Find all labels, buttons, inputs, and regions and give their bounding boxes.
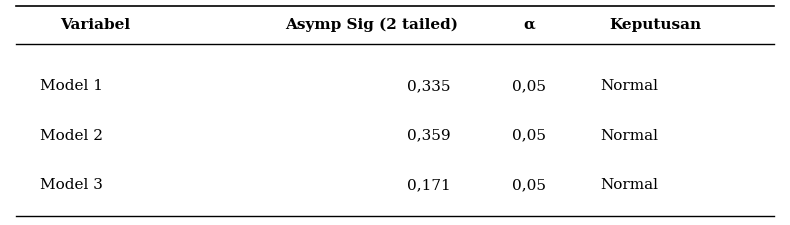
Text: 0,171: 0,171 [407,178,450,191]
Text: Variabel: Variabel [60,18,130,32]
Text: 0,05: 0,05 [512,178,547,191]
Text: 0,335: 0,335 [407,79,450,92]
Text: 0,359: 0,359 [407,128,450,142]
Text: Normal: Normal [600,128,658,142]
Text: 0,05: 0,05 [512,79,547,92]
Text: Model 3: Model 3 [40,178,103,191]
Text: Normal: Normal [600,79,658,92]
Text: Model 1: Model 1 [40,79,103,92]
Text: Normal: Normal [600,178,658,191]
Text: 0,05: 0,05 [512,128,547,142]
Text: α: α [524,18,535,32]
Text: Asymp Sig (2 tailed): Asymp Sig (2 tailed) [285,18,457,32]
Text: Keputusan: Keputusan [610,18,702,32]
Text: Model 2: Model 2 [40,128,103,142]
